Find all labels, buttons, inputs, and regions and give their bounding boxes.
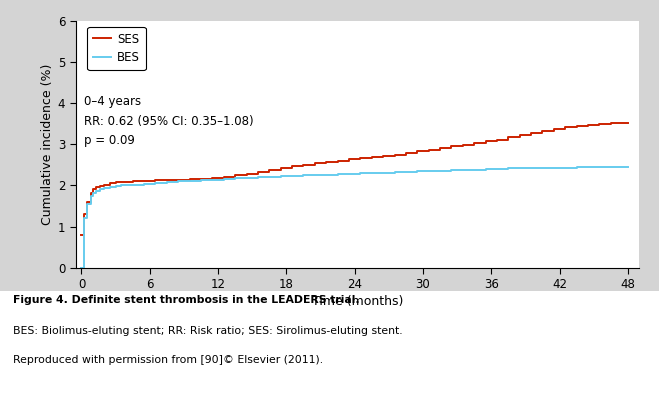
Text: Figure 4. Definite stent thrombosis in the LEADERS trial.: Figure 4. Definite stent thrombosis in t…: [13, 295, 360, 305]
Text: 0–4 years: 0–4 years: [84, 95, 142, 108]
Text: p = 0.09: p = 0.09: [84, 134, 135, 147]
Text: Reproduced with permission from [90]© Elsevier (2011).: Reproduced with permission from [90]© El…: [13, 355, 324, 365]
Text: BES: Biolimus-eluting stent; RR: Risk ratio; SES: Sirolimus-eluting stent.: BES: Biolimus-eluting stent; RR: Risk ra…: [13, 326, 403, 336]
X-axis label: Time (months): Time (months): [312, 295, 403, 308]
Text: RR: 0.62 (95% CI: 0.35–1.08): RR: 0.62 (95% CI: 0.35–1.08): [84, 115, 254, 127]
Y-axis label: Cumulative incidence (%): Cumulative incidence (%): [41, 63, 53, 225]
Legend: SES, BES: SES, BES: [88, 27, 146, 71]
